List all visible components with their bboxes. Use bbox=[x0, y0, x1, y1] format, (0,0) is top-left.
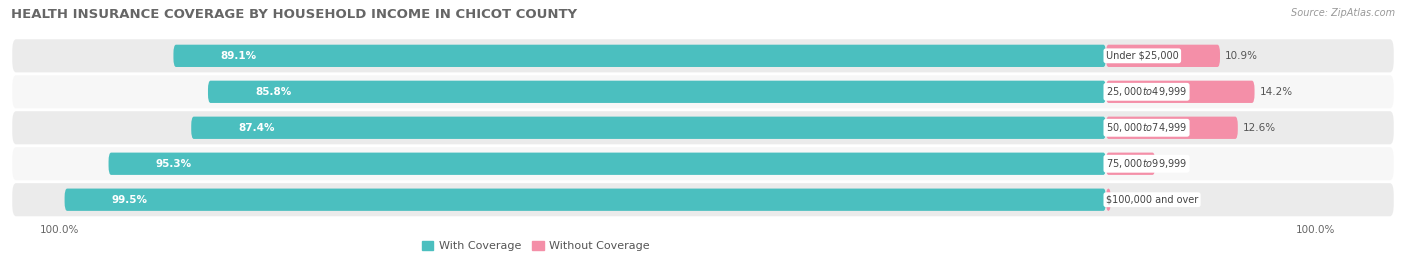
FancyBboxPatch shape bbox=[108, 153, 1107, 175]
FancyBboxPatch shape bbox=[65, 189, 1107, 211]
FancyBboxPatch shape bbox=[1107, 189, 1111, 211]
Text: $75,000 to $99,999: $75,000 to $99,999 bbox=[1107, 157, 1187, 170]
Text: $25,000 to $49,999: $25,000 to $49,999 bbox=[1107, 85, 1187, 98]
Text: 0.47%: 0.47% bbox=[1116, 195, 1149, 205]
FancyBboxPatch shape bbox=[13, 111, 1393, 144]
FancyBboxPatch shape bbox=[173, 45, 1107, 67]
FancyBboxPatch shape bbox=[1107, 153, 1156, 175]
Text: Under $25,000: Under $25,000 bbox=[1107, 51, 1178, 61]
Text: 95.3%: 95.3% bbox=[156, 159, 191, 169]
FancyBboxPatch shape bbox=[13, 75, 1393, 108]
FancyBboxPatch shape bbox=[13, 147, 1393, 180]
Text: 89.1%: 89.1% bbox=[221, 51, 257, 61]
FancyBboxPatch shape bbox=[1107, 81, 1254, 103]
FancyBboxPatch shape bbox=[13, 39, 1393, 72]
Text: 85.8%: 85.8% bbox=[254, 87, 291, 97]
FancyBboxPatch shape bbox=[1107, 117, 1237, 139]
Text: $100,000 and over: $100,000 and over bbox=[1107, 195, 1198, 205]
FancyBboxPatch shape bbox=[13, 183, 1393, 216]
FancyBboxPatch shape bbox=[191, 117, 1107, 139]
Text: 10.9%: 10.9% bbox=[1225, 51, 1258, 61]
Legend: With Coverage, Without Coverage: With Coverage, Without Coverage bbox=[418, 236, 654, 256]
Text: 12.6%: 12.6% bbox=[1243, 123, 1277, 133]
FancyBboxPatch shape bbox=[1107, 45, 1220, 67]
Text: $50,000 to $74,999: $50,000 to $74,999 bbox=[1107, 121, 1187, 134]
Text: 14.2%: 14.2% bbox=[1260, 87, 1294, 97]
FancyBboxPatch shape bbox=[208, 81, 1107, 103]
Text: 87.4%: 87.4% bbox=[239, 123, 274, 133]
Text: 99.5%: 99.5% bbox=[111, 195, 148, 205]
Text: 4.7%: 4.7% bbox=[1160, 159, 1187, 169]
Text: HEALTH INSURANCE COVERAGE BY HOUSEHOLD INCOME IN CHICOT COUNTY: HEALTH INSURANCE COVERAGE BY HOUSEHOLD I… bbox=[11, 8, 578, 21]
Text: Source: ZipAtlas.com: Source: ZipAtlas.com bbox=[1291, 8, 1395, 18]
